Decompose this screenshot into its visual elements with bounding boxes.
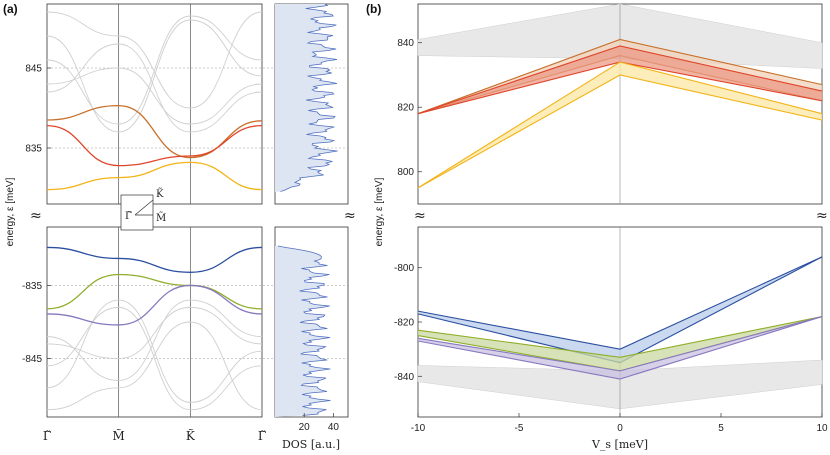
xtick-label-kpoint-0: Γ̃: [43, 429, 51, 443]
remote-band-lower-3: [46, 299, 263, 381]
remote-band-upper-1: [46, 15, 263, 125]
band-edge-top-orange: [417, 38, 823, 115]
band-edge-bottom-yellow: [417, 74, 823, 189]
panel-a-lower-frame: [46, 226, 263, 418]
band-region-blue: [418, 256, 822, 363]
panel-b-plot: 840 820 800 -800 -820 -840 -10 -5 0 5 10: [394, 3, 828, 434]
b-ytick-label-lower-2: -840: [394, 372, 414, 383]
bz-inset: Γ̃ K̃ M̃: [120, 188, 166, 231]
b-ytick-label-lower-0: -800: [394, 263, 414, 274]
band-line-4: [46, 273, 263, 310]
xtick-label-kpoint-1: M̃: [113, 428, 125, 443]
band-edge-top-green: [417, 316, 823, 358]
b-ytick-label-upper-0: 840: [397, 38, 414, 49]
dos-xtick-label-0: 20: [299, 422, 311, 433]
bz-inset-m: M̃: [156, 212, 166, 224]
panel-b-xlabel: V_s [meV]: [591, 438, 648, 451]
panel-b-ylabel: energy, ε [meV]: [374, 177, 385, 246]
bz-inset-line-k: [134, 199, 154, 216]
xtick-label-kpoint-3: Γ̃: [258, 429, 266, 443]
remote-band-lower-1: [46, 306, 263, 411]
remote-band-upper-4: [46, 11, 263, 109]
band-edge-bottom-purple: [417, 316, 823, 380]
axis-break-b-right: ≈: [816, 208, 828, 224]
axis-break-a: ≈: [30, 208, 42, 224]
b-xtick-label-0: -10: [411, 423, 426, 434]
band-edge-top-blue: [417, 256, 823, 350]
bz-inset-box: [120, 194, 154, 231]
band-edge-top-yellow: [417, 61, 823, 189]
band-line-0: [46, 104, 263, 159]
band-line-5: [46, 284, 263, 326]
remote-band-upper-0: [46, 19, 263, 133]
b-xtick-label-1: -5: [515, 423, 524, 434]
panel-a-plot: 845 835 -835 -845 Γ̃ M̃ K̃ Γ̃: [22, 4, 348, 443]
remote-band-lower-4: [46, 321, 263, 411]
band-line-2: [46, 161, 263, 191]
dos-xtick-label-1: 40: [328, 422, 340, 433]
remote-band-upper-2: [46, 67, 263, 125]
b-xtick-label-3: 5: [718, 423, 724, 434]
dos-curve-lower: [277, 245, 331, 416]
band-line-1: [46, 124, 263, 167]
panel-label-a: (a): [3, 2, 18, 16]
band-region-red: [418, 45, 822, 114]
ytick-label-lower-0: -835: [22, 281, 42, 292]
xtick-label-kpoint-2: K̃: [186, 428, 196, 443]
axis-break-b-left: ≈: [414, 208, 426, 224]
remote-band-upper-3: [46, 43, 263, 133]
b-ytick-label-upper-1: 820: [397, 103, 414, 114]
panel-a-upper-frame: [46, 3, 263, 205]
dos-curve-upper: [280, 3, 338, 192]
ytick-label-upper-1: 835: [25, 144, 42, 155]
remote-band-lower-0: [46, 299, 263, 403]
b-xtick-label-4: 10: [816, 423, 828, 434]
band-edge-top-red: [417, 45, 823, 115]
dos-plot: 20 40: [275, 3, 340, 433]
dos-xlabel: DOS [a.u.]: [282, 438, 340, 451]
remote-band-lower-2: [46, 306, 263, 359]
band-edge-top-purple: [417, 316, 823, 372]
dos-fill-lower: [275, 246, 331, 417]
band-line-3: [46, 246, 263, 273]
panel-a-ylabel: energy, ε [meV]: [5, 177, 16, 246]
ytick-label-upper-0: 845: [25, 64, 42, 75]
band-region-green: [418, 316, 822, 371]
panel-label-b: (b): [366, 2, 381, 16]
bz-inset-k: K̃: [156, 188, 164, 200]
band-region-yellow: [418, 62, 822, 188]
b-ytick-label-upper-2: 800: [397, 167, 414, 178]
ytick-label-lower-1: -845: [22, 354, 42, 365]
axis-break-dos: ≈: [344, 208, 356, 224]
bz-inset-gamma: Γ̃: [125, 211, 132, 222]
b-xtick-label-2: 0: [617, 423, 623, 434]
b-ytick-label-lower-1: -820: [394, 318, 414, 329]
